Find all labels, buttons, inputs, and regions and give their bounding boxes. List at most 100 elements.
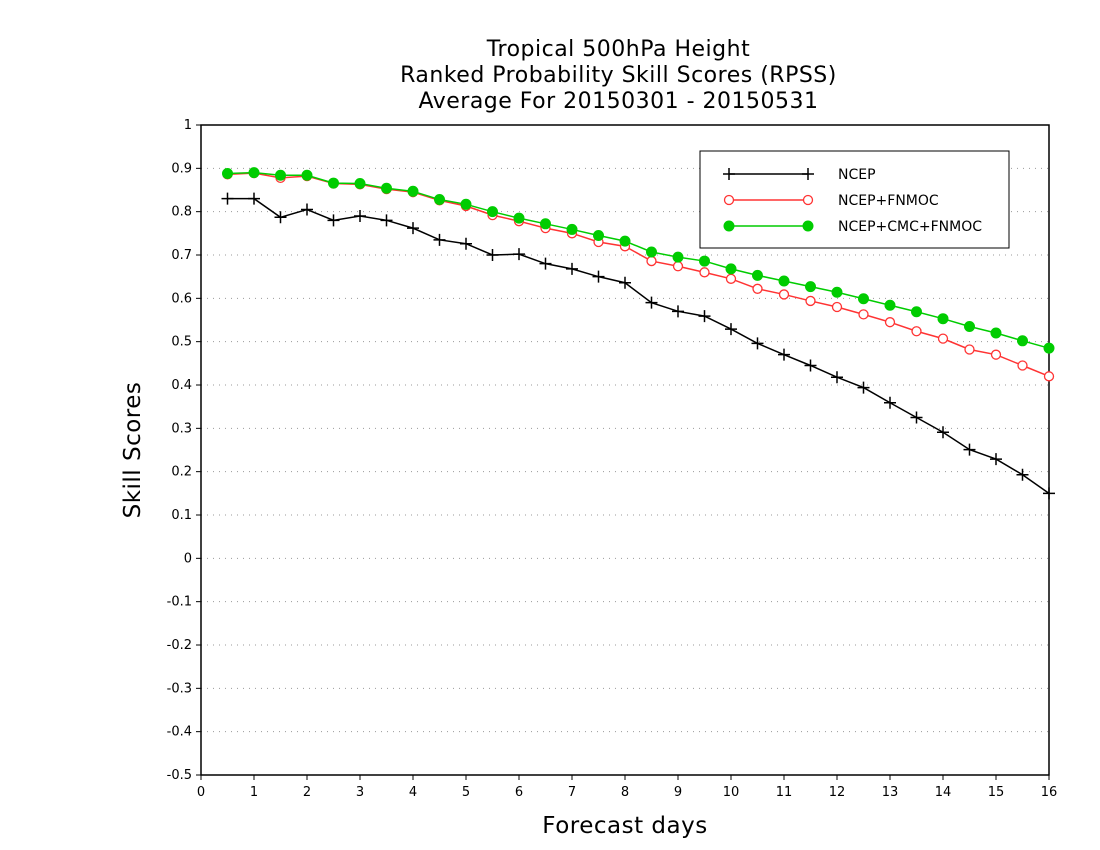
data-point-ncep-cmc-fnmoc [222,168,233,180]
data-point-ncep [963,443,976,456]
legend-marker-ncep-cmc-fnmoc [802,220,814,232]
data-point-ncep-cmc-fnmoc [646,246,657,258]
data-point-ncep [831,371,843,384]
data-point-ncep-cmc-fnmoc [513,212,525,224]
data-point-ncep [725,323,737,336]
x-tick-label: 6 [515,785,523,800]
data-point-ncep [513,248,525,261]
data-point-ncep-cmc-fnmoc [831,286,843,298]
x-tick-label: 11 [776,785,793,800]
legend-label-ncep-fnmoc: NCEP+FNMOC [838,193,939,209]
data-point-ncep-fnmoc [778,289,790,300]
data-point-ncep-cmc-fnmoc [248,167,260,179]
chart-title-line-2: Ranked Probability Skill Scores (RPSS) [400,63,837,88]
data-point-ncep-cmc-fnmoc [884,299,896,311]
y-tick-label: 0.3 [171,421,192,436]
data-point-ncep-fnmoc [858,309,869,320]
data-point-ncep [645,296,658,309]
data-point-ncep-cmc-fnmoc [407,185,419,197]
chart-title-line-3: Average For 20150301 - 20150531 [418,89,819,114]
x-tick-label: 3 [356,785,364,800]
data-point-ncep [937,426,949,439]
grid-lines [201,167,1049,733]
legend-marker-ncep [802,168,814,180]
x-tick-label: 14 [935,785,952,800]
data-point-ncep [884,396,896,409]
data-point-ncep-cmc-fnmoc [699,255,710,267]
y-tick-label: 0.8 [171,205,192,220]
data-point-ncep [619,276,631,289]
data-point-ncep [274,211,287,224]
data-point-ncep-cmc-fnmoc [1043,342,1055,354]
x-tick-label: 9 [674,785,682,800]
data-point-ncep-cmc-fnmoc [911,306,922,318]
data-point-ncep [857,381,870,394]
data-point-ncep [804,359,817,372]
data-point-ncep [910,411,923,424]
data-point-ncep-cmc-fnmoc [460,198,472,210]
data-point-ncep-cmc-fnmoc [964,321,975,332]
y-tick-label: 0.1 [171,508,192,523]
data-point-ncep [460,237,472,250]
data-point-ncep-cmc-fnmoc [805,281,816,293]
data-point-ncep-fnmoc [831,301,843,313]
x-tick-label: 1 [250,785,258,800]
data-point-ncep [1016,468,1029,481]
data-point-ncep-fnmoc [752,283,763,294]
data-point-ncep [698,310,711,323]
x-tick-label: 10 [723,785,740,800]
data-point-ncep [486,249,499,261]
data-point-ncep-cmc-fnmoc [301,169,313,181]
y-tick-label: 1 [184,118,192,133]
x-tick-label: 13 [882,785,899,800]
x-tick-label: 5 [462,785,470,800]
x-tick-label: 15 [988,785,1005,800]
x-tick-label: 2 [303,785,311,800]
y-tick-label: -0.4 [167,725,192,740]
legend-marker-ncep-cmc-fnmoc [723,220,735,232]
data-point-ncep [380,214,393,227]
data-point-ncep-cmc-fnmoc [1017,335,1028,347]
y-tick-label: 0.5 [171,335,192,350]
data-point-ncep-fnmoc [964,344,975,355]
axis-ticks: -0.5 -0.4 -0.3 -0.2 -0.1 0 0.1 0.2 0.3 0.4 0.5 0.6 0… [167,118,1058,800]
data-point-ncep-cmc-fnmoc [381,182,392,194]
data-point-ncep-fnmoc [937,333,949,344]
data-point-ncep [407,222,419,235]
x-tick-label: 0 [197,785,205,800]
data-point-ncep [248,192,260,205]
data-point-ncep-fnmoc [911,326,922,337]
data-point-ncep [1043,487,1055,500]
data-point-ncep [354,210,366,222]
data-point-ncep [778,348,790,361]
data-point-ncep [221,192,234,205]
data-point-ncep-cmc-fnmoc [354,178,366,189]
x-tick-label: 16 [1041,785,1058,800]
y-tick-label: 0.7 [171,248,192,263]
data-point-ncep-fnmoc [884,317,896,328]
data-point-ncep [672,305,684,318]
data-point-ncep-cmc-fnmoc [778,275,790,287]
data-point-ncep [566,262,578,275]
data-point-ncep-fnmoc [646,255,657,267]
y-tick-label: 0 [184,551,192,566]
y-tick-label: -0.1 [167,595,192,610]
legend-label-ncep-cmc-fnmoc: NCEP+CMC+FNMOC [838,219,982,235]
data-point-ncep-fnmoc [805,295,816,307]
data-point-ncep-cmc-fnmoc [487,206,498,218]
data-point-ncep [327,214,340,227]
data-point-ncep [301,203,313,216]
data-point-ncep-cmc-fnmoc [328,177,339,189]
y-tick-label: -0.5 [167,768,192,783]
data-point-ncep-cmc-fnmoc [540,218,551,230]
x-tick-label: 12 [829,785,846,800]
legend: NCEP NCEP+FNMOC NCEP+CMC+FNMOC [699,150,1010,249]
y-axis-title: Skill Scores [120,382,146,519]
data-point-ncep-fnmoc [1017,360,1028,371]
y-tick-label: 0.2 [171,465,192,480]
data-point-ncep-cmc-fnmoc [752,269,763,281]
data-point-ncep-cmc-fnmoc [672,251,684,263]
data-point-ncep-fnmoc [699,267,710,278]
legend-marker-ncep-fnmoc [802,194,814,206]
